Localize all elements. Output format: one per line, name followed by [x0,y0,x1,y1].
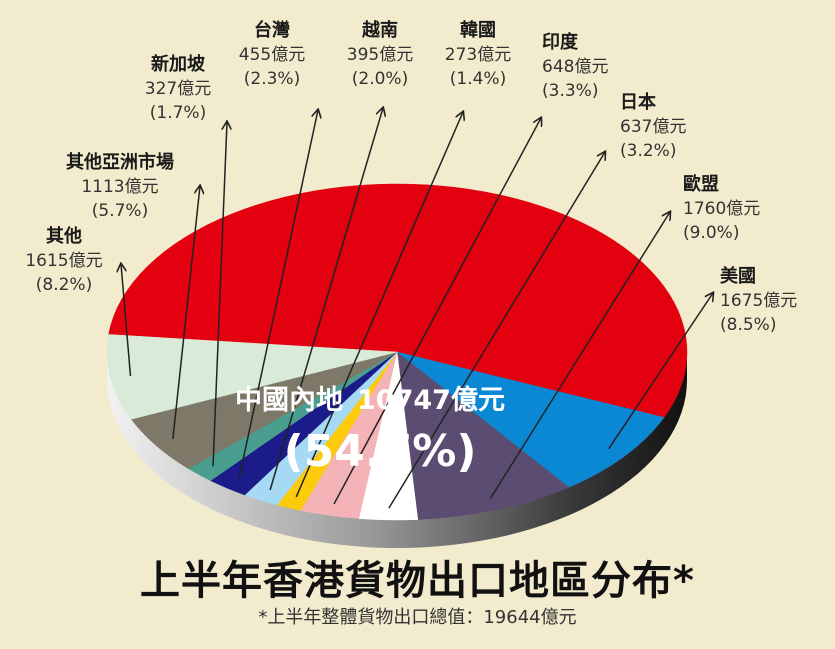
slice-percent: (8.2%) [36,275,92,295]
slice-name: 其他亞洲市場 [66,151,174,173]
slice-label-1: 美國 1675億元 (8.5%) [720,265,797,335]
chart-title: 上半年香港貨物出口地區分布* [140,558,695,604]
slice-value: 1760億元 [683,199,760,219]
slice-label-7: 台灣 455億元 (2.3%) [239,19,305,89]
slice-percent: (8.5%) [720,315,776,335]
slice-label-9: 其他亞洲市場 1113億元 (5.7%) [66,151,174,221]
slice-percent: (9.0%) [683,223,739,243]
slice-label-6: 越南 395億元 (2.0%) [347,19,413,89]
label-arrow-5 [295,112,463,498]
slice-labels: 美國 1675億元 (8.5%) 歐盟 1760億元 (9.0%) 日本 637億元 (3.2%… [25,19,797,335]
slice-value: 1113億元 [81,177,158,197]
slice-value: 1675億元 [720,291,797,311]
slice-percent: (1.7%) [150,103,206,123]
slice-value: 273億元 [445,45,511,65]
slice-name: 越南 [361,19,398,41]
label-arrow-8 [212,122,227,467]
main-slice-label: 中國內地 10747億元 (54.7%) [235,385,505,477]
label-arrow-2 [489,212,670,499]
pie-slice-2 [396,351,570,520]
slice-percent: (1.4%) [450,69,506,89]
slice-percent: (2.0%) [352,69,408,89]
slice-label-3: 日本 637億元 (3.2%) [620,91,686,161]
pie-slice-10 [106,334,398,420]
slice-value: 455億元 [239,45,305,65]
label-arrow-10 [121,264,132,376]
label-arrow-6 [269,108,383,491]
label-arrow-1 [608,293,713,450]
slice-name: 其他 [46,225,82,247]
slice-value: 395億元 [347,45,413,65]
slice-name: 歐盟 [683,173,719,195]
slice-percent: (5.7%) [92,201,148,221]
slice-label-10: 其他 1615億元 (8.2%) [25,225,102,295]
slice-label-5: 韓國 273億元 (1.4%) [445,19,511,89]
slice-value: 1615億元 [25,251,102,271]
slice-label-4: 印度 648億元 (3.3%) [542,31,608,101]
label-arrow-7 [238,110,318,479]
label-arrow-3 [388,152,605,509]
slice-name: 台灣 [254,19,290,41]
label-arrows [121,108,713,509]
pie-depth-side [107,352,687,548]
slice-name: 韓國 [460,19,496,41]
slice-name: 日本 [620,91,656,113]
slice-value: 648億元 [542,57,608,77]
pie-slices [106,183,688,521]
slice-value: 637億元 [620,117,686,137]
slice-name: 新加坡 [151,53,206,75]
slice-label-2: 歐盟 1760億元 (9.0%) [683,173,760,243]
pie-side-surface [107,352,687,548]
slice-label-8: 新加坡 327億元 (1.7%) [145,53,211,123]
chart-subtitle: *上半年整體貨物出口總值：19644億元 [258,607,577,628]
label-arrow-9 [172,186,200,439]
slice-percent: (3.3%) [542,81,598,101]
main-slice-name-value: 中國內地 10747億元 [235,385,505,416]
label-arrow-4 [333,118,541,505]
slice-name: 美國 [720,265,756,287]
main-slice-percent: (54.7%) [284,426,477,477]
slice-percent: (2.3%) [244,69,300,89]
slice-name: 印度 [542,31,579,53]
slice-percent: (3.2%) [620,141,676,161]
slice-value: 327億元 [145,79,211,99]
